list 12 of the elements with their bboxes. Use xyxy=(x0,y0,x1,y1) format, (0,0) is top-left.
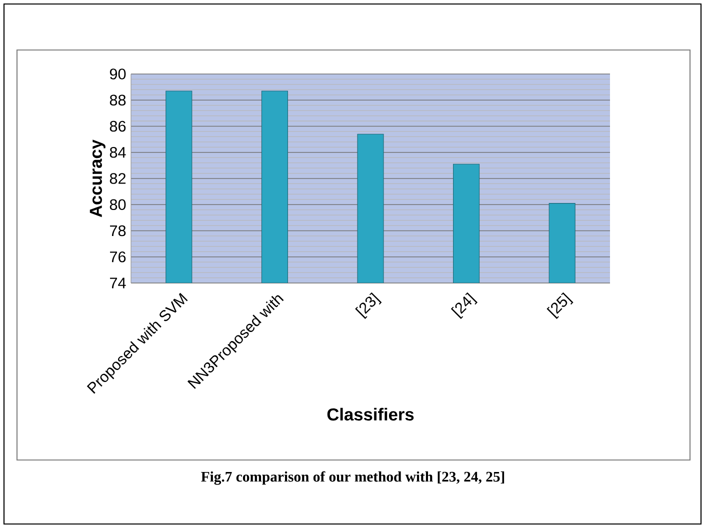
y-tick-label: 74 xyxy=(110,278,126,288)
caption: Fig.7 comparison of our method with [23, 24, 25] xyxy=(201,471,504,485)
y-tick-label: 88 xyxy=(110,94,126,106)
y-axis-title: Accuracy xyxy=(90,140,106,218)
y-tick-label: 84 xyxy=(110,146,126,158)
y-tick-label: 90 xyxy=(110,68,126,80)
y-tick-label: 86 xyxy=(110,120,126,132)
y-tick-label: 76 xyxy=(110,251,126,262)
y-tick-label: 82 xyxy=(110,173,126,184)
x-axis-title: Classifiers xyxy=(327,408,414,421)
y-tick-label: 80 xyxy=(110,199,126,210)
y-tick-label: 78 xyxy=(110,225,126,236)
